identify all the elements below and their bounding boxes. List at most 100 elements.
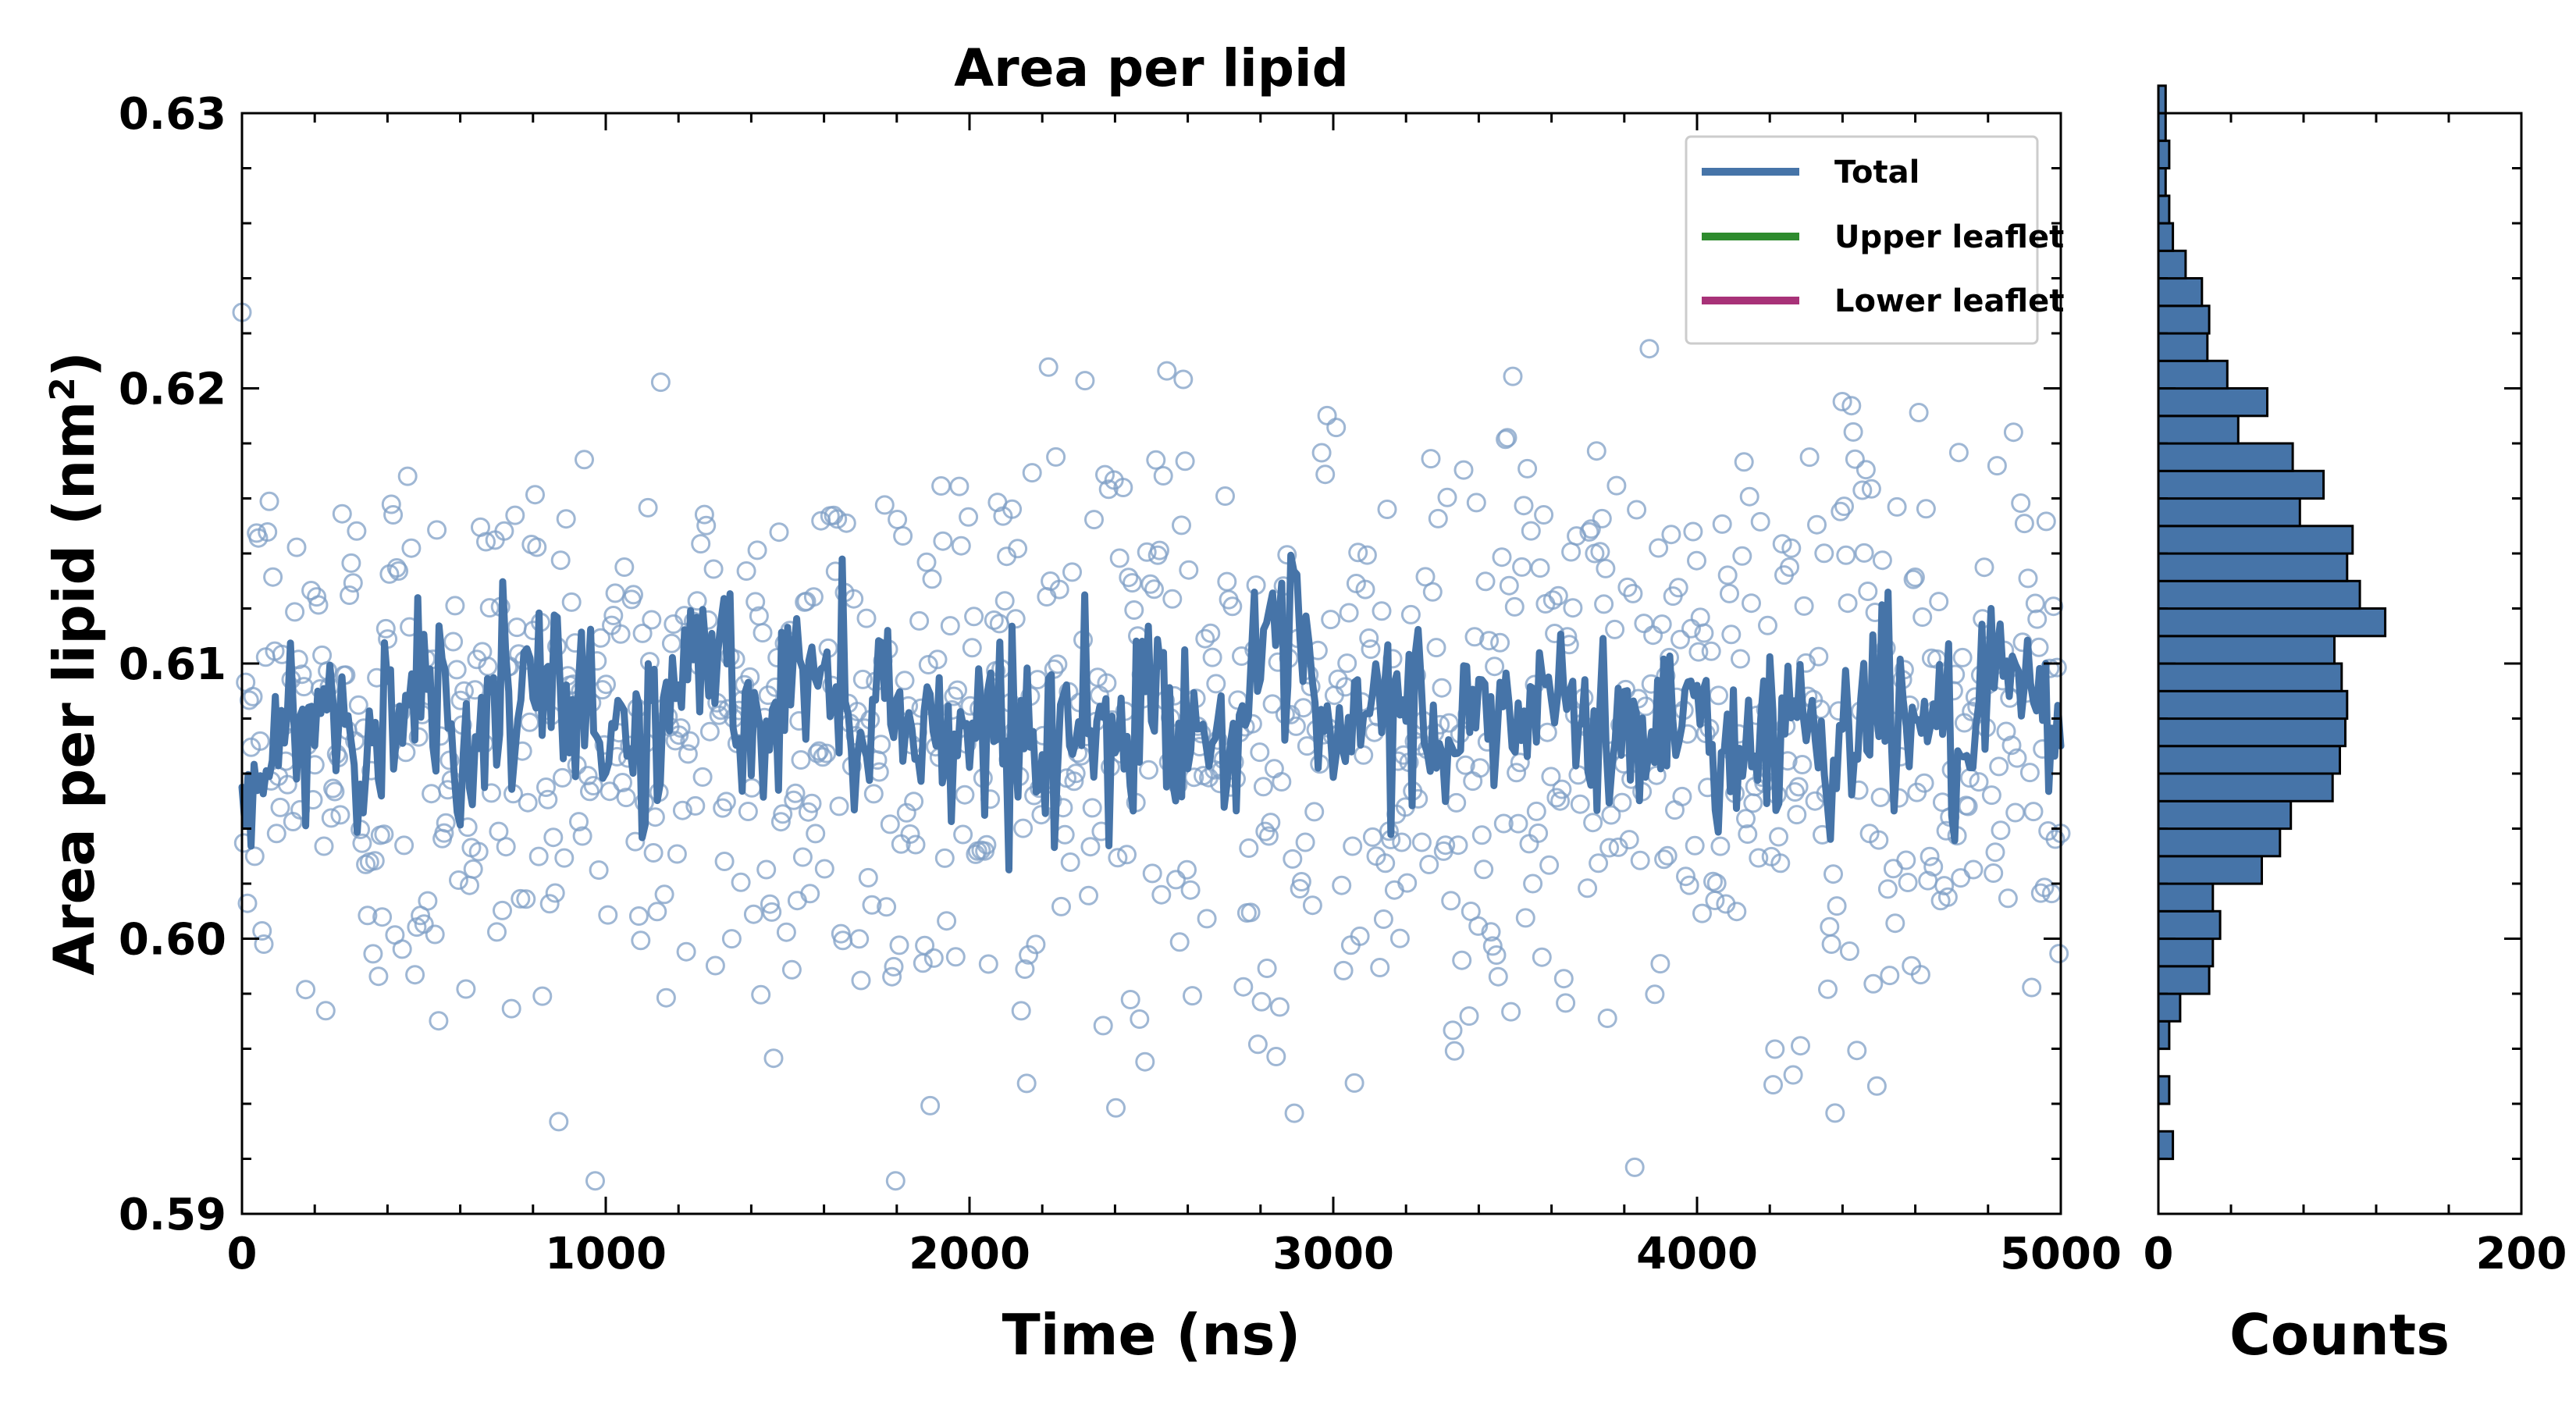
scatter-point [341,553,361,573]
scatter-point [1818,979,1838,999]
scatter-point [687,591,707,611]
scatter-point [1736,809,1756,829]
scatter-point [2023,802,2044,822]
scatter-point [1578,878,1598,898]
scatter-point [1455,755,1475,775]
scatter-point [1415,567,1436,587]
scatter-point [374,824,394,845]
scatter-point [1247,1034,1268,1055]
scatter-point [1437,487,1457,507]
scatter-point [1720,583,1739,603]
scatter-point [1315,464,1336,485]
scatter-point [489,821,509,841]
scatter-point [1443,1020,1463,1041]
scatter-point [1750,511,1770,532]
scatter-point [1809,646,1829,667]
scatter-point [1075,371,1095,391]
scatter-point [1277,545,1297,565]
histogram-bar [2157,222,2175,252]
scatter-point [1916,499,1936,519]
scatter-point [1485,656,1505,677]
scatter-point [1706,874,1727,894]
scatter-point [1446,792,1467,813]
scatter-point [1496,429,1516,450]
scatter-point [1785,782,1805,802]
scatter-point [1623,583,1643,603]
scatter-point [632,623,653,643]
scatter-point [478,656,498,677]
scatter-point [1758,615,1777,635]
scatter-point [386,558,407,578]
scatter-point [1022,463,1042,483]
scatter-point [1436,835,1456,856]
scatter-point [343,573,363,593]
scatter-point [1652,614,1672,635]
scatter-point [1643,625,1663,646]
scatter-point [1508,813,1528,834]
scatter-point [906,834,926,855]
histogram-bar [2157,579,2361,610]
scatter-point [1177,859,1197,880]
scatter-point [661,633,681,653]
histogram-bar [2157,387,2268,418]
scatter-point [1362,827,1382,847]
scatter-point [694,504,714,525]
scatter-point [487,922,507,942]
scatter-point [696,515,717,535]
scatter-point [1464,627,1485,647]
scatter-point [1375,853,1396,874]
scatter-point [1749,848,1769,868]
scatter-point [885,1171,906,1191]
scatter-point [1721,624,1742,645]
scatter-point [721,929,742,949]
scatter-point [583,776,603,795]
scatter-point [1599,838,1620,858]
scatter-point [934,848,955,868]
scatter-point [340,585,360,605]
scatter-point [479,598,500,618]
scatter-point [1372,601,1392,621]
scatter-point [1206,674,1226,694]
x-tick-label: 0 [227,1229,258,1279]
scatter-point [792,847,813,867]
scatter-point [1135,1051,1155,1072]
scatter-point [776,922,796,942]
scatter-point [394,835,415,856]
scatter-point [445,596,465,616]
scatter-point [1049,579,1069,600]
scatter-point [807,743,827,763]
line-series-total [238,551,2065,874]
scatter-point [1783,1065,1803,1085]
scatter-point [1742,593,1761,614]
scatter-point [1051,896,1071,916]
scatter-point [1592,508,1612,528]
scatter-point [1326,418,1347,438]
scatter-point [1670,629,1690,649]
scatter-point [927,649,948,670]
scatter-point [1903,569,1923,589]
scatter-point [1084,510,1104,530]
scatter-point [494,521,514,541]
scatter-point [1781,538,1802,558]
scatter-point [1357,545,1377,565]
scatter-point [1062,562,1082,582]
scatter-point [518,792,538,813]
scatter-point [1201,623,1221,643]
scatter-point [849,929,870,949]
scatter-point [1297,736,1317,756]
scatter-point [1515,908,1535,928]
scatter-point [425,924,445,945]
histogram-bar [2157,332,2209,362]
scatter-point [650,372,671,393]
scatter-point [1672,786,1692,806]
scatter-point [258,522,278,542]
scatter-point [1066,763,1086,784]
histogram-bar [2157,799,2293,831]
scatter-point [1441,891,1461,911]
scatter-point [1685,835,1705,856]
scatter-point [1845,449,1865,469]
scatter-point [1814,543,1834,564]
scatter-point [1880,966,1900,986]
y-tick-label: 0.63 [119,89,226,140]
scatter-point [1481,922,1501,942]
